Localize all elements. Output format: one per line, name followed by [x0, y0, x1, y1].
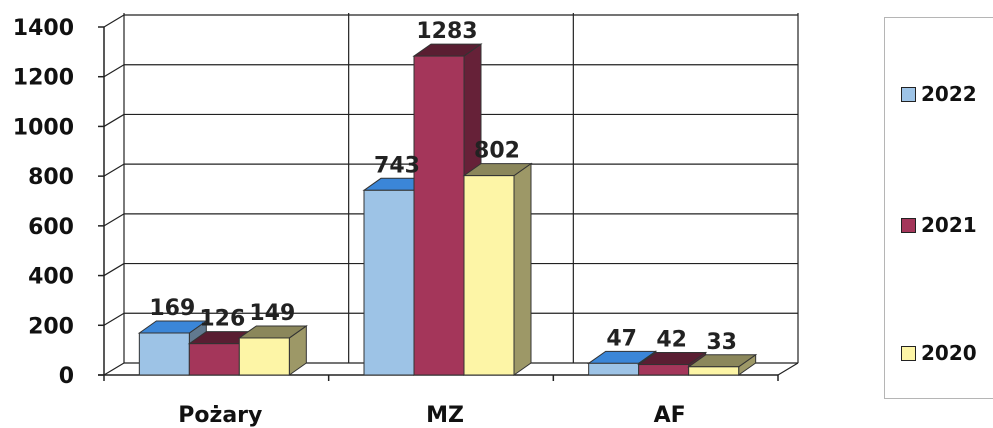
gridline-side-800	[103, 163, 125, 177]
data-label-2020-MZ: 802	[474, 139, 520, 164]
y-tick-label: 800	[28, 165, 74, 190]
y-tick-label: 200	[28, 314, 74, 339]
axes: 0 200 400 600 800 1000 1200 1400 Pożary MZ AF	[13, 16, 799, 428]
data-label-2022-MZ: 743	[374, 153, 420, 178]
legend-label-2022: 2022	[921, 82, 977, 106]
legend-item-2021: 2021	[901, 212, 977, 238]
bar-front	[413, 55, 465, 376]
data-label-2021-AF: 42	[656, 328, 687, 353]
bar-side	[513, 162, 532, 376]
floor-edge	[777, 362, 799, 376]
data-label-2021-MZ: 1283	[416, 19, 477, 44]
bar-2020-AF	[687, 353, 758, 376]
data-label-2020-AF: 33	[706, 330, 737, 355]
gridline-side-0	[103, 362, 125, 376]
gridline-side-1400	[103, 14, 125, 28]
x-tick-label: AF	[654, 403, 686, 428]
bar-front	[638, 364, 690, 376]
bar-front	[238, 337, 290, 376]
bar-2020-MZ	[462, 162, 533, 376]
y-tick-label: 1200	[13, 66, 74, 91]
bar-front	[138, 332, 190, 376]
bar-front	[463, 175, 515, 376]
data-label-2022-AF: 47	[606, 326, 637, 351]
y-tick-label: 0	[59, 364, 74, 389]
bar-front	[363, 189, 415, 376]
legend-swatch-2021	[901, 217, 916, 233]
gridline-side-600	[103, 213, 125, 227]
gridline-side-400	[103, 263, 125, 277]
gridline-side-200	[103, 312, 125, 326]
data-labels: 169 126 149 743 1283 802 47 42 33	[149, 19, 737, 355]
y-tick-label: 1400	[13, 16, 74, 41]
bar-2020-Pożary	[237, 324, 308, 376]
y-tick-label: 400	[28, 265, 74, 290]
data-label-2021-Pożary: 126	[199, 307, 245, 332]
gridline-side-1200	[103, 64, 125, 78]
legend-item-2020: 2020	[901, 340, 977, 366]
legend: 2022 2021 2020	[884, 17, 993, 399]
legend-label-2020: 2020	[921, 341, 977, 365]
x-tick-label: Pożary	[178, 403, 262, 428]
y-tick-label: 600	[28, 215, 74, 240]
legend-label-2021: 2021	[921, 213, 977, 237]
bar-front	[688, 366, 740, 376]
data-label-2022-Pożary: 169	[149, 296, 195, 321]
legend-swatch-2020	[901, 345, 916, 361]
legend-item-2022: 2022	[901, 81, 977, 107]
gridline-side-1000	[103, 113, 125, 127]
bar-front	[588, 362, 640, 376]
y-tick-label: 1000	[13, 115, 74, 140]
data-label-2020-Pożary: 149	[249, 301, 295, 326]
legend-swatch-2022	[901, 86, 916, 102]
bars	[137, 43, 758, 376]
bar-front	[188, 343, 240, 376]
x-tick-label: MZ	[426, 403, 464, 428]
